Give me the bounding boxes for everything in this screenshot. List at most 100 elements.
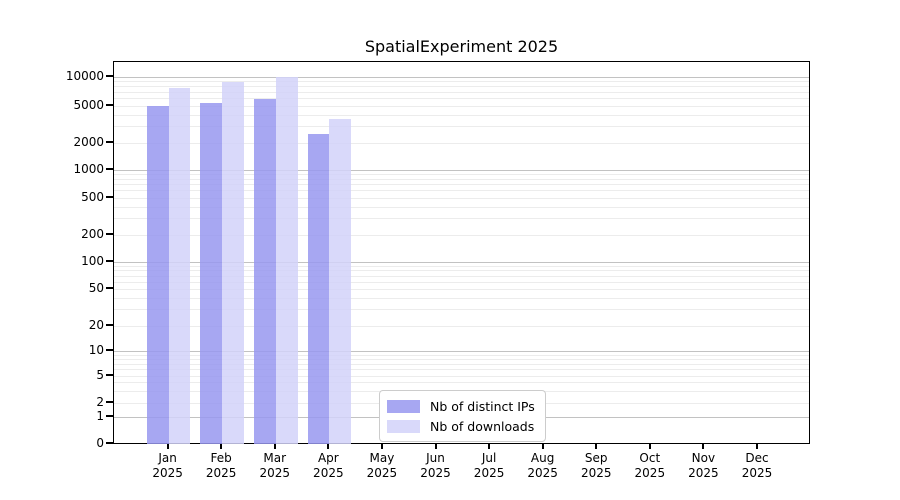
x-tick-label-may: May 2025 (366, 451, 398, 480)
y-tick-mark (106, 167, 113, 170)
bar-downloads-jan (168, 87, 191, 444)
gridline-minor-6 (114, 369, 809, 371)
legend-item-distinct-ips: Nb of distinct IPs (387, 396, 535, 416)
bar-downloads-apr (329, 118, 352, 444)
x-tick-mark (648, 444, 651, 449)
x-tick-mark (434, 444, 437, 449)
gridline-minor-20 (114, 325, 809, 327)
y-tick-mark (106, 400, 113, 403)
y-tick-mark (106, 232, 113, 235)
legend-item-downloads: Nb of downloads (387, 416, 535, 436)
x-tick-label-oct: Oct 2025 (634, 451, 666, 480)
y-tick-label-5: 5 (96, 367, 104, 382)
y-tick-label-1000: 1000 (73, 161, 104, 176)
gridline-minor-3000 (114, 126, 809, 128)
gridline-minor-50 (114, 289, 809, 290)
bar-downloads-mar (275, 77, 298, 444)
gridline-minor-6000 (114, 98, 809, 99)
gridline-minor-7 (114, 363, 809, 365)
gridline-minor-9000 (114, 81, 809, 83)
y-tick-mark (106, 349, 113, 351)
bar-distinct-ips-jan (146, 105, 169, 444)
bars-layer (114, 62, 809, 444)
gridline-major-100 (114, 261, 809, 263)
gridline-minor-9 (114, 354, 809, 356)
bar-distinct-ips-feb (200, 103, 223, 444)
y-tick-label-50: 50 (88, 281, 104, 295)
y-tick-mark (106, 259, 113, 262)
gridline-minor-700 (114, 183, 809, 185)
y-tick-label-2: 2 (96, 394, 104, 409)
x-tick-label-apr: Apr 2025 (313, 451, 344, 480)
gridline-minor-60 (114, 281, 809, 283)
y-tick-mark (106, 287, 113, 289)
x-tick-label-jul: Jul 2025 (473, 451, 505, 480)
y-tick-label-10: 10 (88, 343, 104, 357)
x-tick-mark (702, 444, 705, 449)
y-tick-label-100: 100 (81, 253, 104, 268)
x-tick-mark (595, 444, 598, 449)
gridline-minor-900 (114, 173, 809, 175)
legend-swatch-downloads (387, 419, 420, 433)
legend-label: Nb of downloads (430, 418, 535, 434)
gridline-minor-800 (114, 178, 809, 180)
gridline-minor-8000 (114, 86, 809, 88)
x-tick-mark (166, 444, 169, 449)
x-tick-mark (220, 444, 223, 449)
gridline-minor-70 (114, 275, 809, 277)
gridline-minor-7000 (114, 91, 809, 93)
gridline-minor-5000 (114, 105, 809, 107)
y-tick-mark (106, 140, 113, 143)
bar-downloads-feb (222, 82, 244, 444)
y-tick-label-1: 1 (96, 409, 104, 423)
gridline-minor-80 (114, 270, 809, 272)
x-tick-mark (541, 444, 544, 449)
gridline-minor-8 (114, 358, 809, 360)
gridline-minor-300 (114, 218, 809, 220)
x-tick-mark (755, 444, 758, 449)
gridline-minor-40 (114, 297, 809, 299)
x-tick-mark (380, 444, 383, 449)
y-tick-label-5000: 5000 (73, 97, 104, 112)
y-tick-label-0: 0 (96, 435, 104, 450)
y-tick-mark (106, 373, 113, 376)
gridline-minor-2000 (114, 142, 809, 144)
y-tick-label-500: 500 (81, 189, 104, 204)
gridline-minor-30 (114, 309, 809, 311)
y-tick-label-10000: 10000 (65, 69, 104, 83)
x-tick-label-jan: Jan 2025 (152, 451, 183, 480)
y-tick-mark (106, 195, 113, 198)
y-tick-mark (106, 323, 113, 326)
x-tick-mark (488, 444, 491, 449)
x-tick-label-jun: Jun 2025 (420, 451, 451, 480)
gridline-minor-500 (114, 197, 809, 199)
y-tick-mark (106, 103, 113, 106)
x-tick-label-nov: Nov 2025 (688, 451, 719, 480)
x-tick-label-aug: Aug 2025 (527, 451, 558, 480)
y-tick-label-20: 20 (88, 317, 104, 332)
gridline-minor-600 (114, 190, 809, 192)
gridline-major-10 (114, 351, 809, 352)
legend: Nb of distinct IPs Nb of downloads (379, 390, 546, 442)
x-tick-label-dec: Dec 2025 (741, 451, 773, 480)
y-tick-mark (106, 441, 113, 444)
legend-label: Nb of distinct IPs (430, 398, 535, 414)
gridline-minor-4000 (114, 114, 809, 116)
gridline-major-1000 (114, 169, 809, 171)
gridline-major-10000 (114, 77, 809, 78)
chart-title: SpatialExperiment 2025 (364, 37, 559, 56)
gridline-minor-90 (114, 265, 809, 267)
gridline-minor-200 (114, 234, 809, 236)
x-tick-mark (327, 444, 330, 449)
bar-distinct-ips-apr (307, 134, 330, 444)
y-tick-mark (106, 75, 113, 77)
y-tick-label-2000: 2000 (73, 134, 104, 149)
gridline-minor-400 (114, 206, 809, 208)
x-tick-label-mar: Mar 2025 (259, 451, 291, 480)
plot-area: Nb of distinct IPs Nb of downloads (113, 61, 810, 444)
legend-swatch-distinct-ips (387, 399, 420, 413)
x-tick-mark (273, 444, 276, 449)
y-tick-mark (106, 415, 113, 417)
x-tick-label-feb: Feb 2025 (205, 451, 237, 480)
